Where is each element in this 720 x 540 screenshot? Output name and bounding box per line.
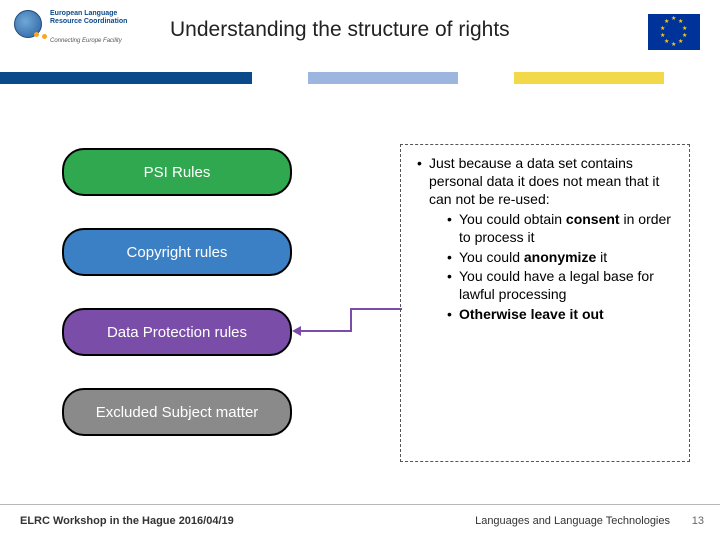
pill-excluded-subject-matter: Excluded Subject matter [62, 388, 292, 436]
footer-right: Languages and Language Technologies [475, 515, 670, 527]
callout-item: You could anonymize it [459, 249, 677, 267]
stripe-yellow [514, 72, 664, 84]
pill-label: Excluded Subject matter [96, 404, 259, 421]
eu-flag-icon: ★ ★ ★ ★ ★ ★ ★ ★ ★ ★ [648, 14, 700, 50]
slide-footer: ELRC Workshop in the Hague 2016/04/19 La… [0, 504, 720, 540]
eu-stars: ★ ★ ★ ★ ★ ★ ★ ★ ★ ★ [660, 18, 688, 46]
header-stripe [0, 72, 720, 84]
arrow-left-icon [292, 326, 301, 336]
pill-data-protection-rules: Data Protection rules [62, 308, 292, 356]
callout-lead: Just because a data set contains persona… [429, 155, 677, 324]
pill-psi-rules: PSI Rules [62, 148, 292, 196]
slide-content: PSI Rules Copyright rules Data Protectio… [0, 130, 720, 500]
callout-box: Just because a data set contains persona… [400, 144, 690, 462]
callout-item: You could obtain consent in order to pro… [459, 211, 677, 247]
connector-arrow [294, 330, 402, 342]
stripe-dark-blue [0, 72, 252, 84]
callout-item: You could have a legal base for lawful p… [459, 268, 677, 304]
logo-subtext: Connecting Europe Facility [50, 38, 122, 44]
pill-copyright-rules: Copyright rules [62, 228, 292, 276]
slide-header: European LanguageResource Coordination C… [0, 0, 720, 68]
stripe-light-blue [308, 72, 458, 84]
elrc-logo: European LanguageResource Coordination C… [12, 8, 142, 56]
footer-left: ELRC Workshop in the Hague 2016/04/19 [20, 515, 234, 527]
logo-text: European LanguageResource Coordination [50, 10, 127, 25]
pill-label: Copyright rules [127, 244, 228, 261]
slide-title: Understanding the structure of rights [170, 18, 510, 42]
page-number: 13 [692, 515, 704, 527]
pill-label: PSI Rules [144, 164, 211, 181]
callout-item: Otherwise leave it out [459, 306, 677, 324]
pill-label: Data Protection rules [107, 324, 247, 341]
